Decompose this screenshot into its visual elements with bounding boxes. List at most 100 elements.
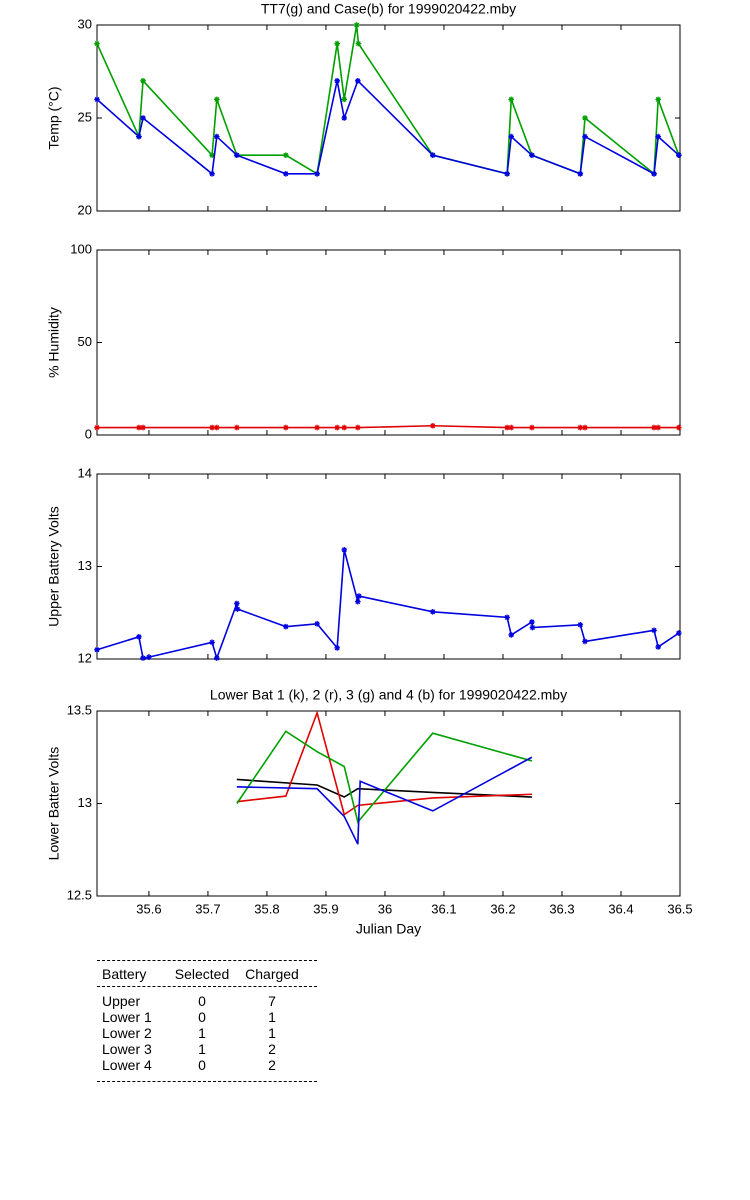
series-line: [236, 730, 533, 824]
cell: 2: [268, 1057, 276, 1073]
marker: [651, 171, 657, 177]
marker: [234, 424, 240, 431]
marker: [582, 115, 588, 121]
series-line: [96, 79, 680, 176]
y-axis-label: Upper Battery Volts: [46, 506, 62, 627]
marker: [334, 645, 340, 651]
y-tick-label: 13: [78, 558, 92, 573]
marker: [334, 424, 340, 431]
cell: Lower 1: [102, 1009, 152, 1025]
marker: [508, 96, 515, 103]
marker: [334, 78, 340, 84]
marker: [209, 171, 215, 177]
marker: [529, 152, 535, 158]
marker: [140, 78, 146, 84]
y-tick-label: 0: [85, 426, 92, 441]
series-line: [96, 549, 680, 661]
marker: [355, 424, 361, 431]
marker: [508, 133, 515, 140]
header-cell: Charged: [245, 966, 299, 982]
marker: [582, 638, 588, 645]
y-tick-label: 14: [78, 465, 92, 480]
marker: [651, 424, 657, 431]
marker: [314, 424, 320, 431]
table-row: Lower 2 1 1: [97, 1025, 317, 1041]
marker: [140, 115, 146, 121]
marker: [136, 634, 142, 640]
marker: [651, 627, 657, 634]
marker: [577, 424, 584, 431]
marker: [676, 424, 682, 431]
table-header: Battery Selected Charged: [97, 966, 317, 982]
marker: [209, 424, 215, 431]
marker: [234, 606, 241, 612]
table-row: Lower 4 0 2: [97, 1057, 317, 1073]
y-axis-label: Lower Batter Volts: [46, 747, 62, 861]
marker: [676, 630, 682, 636]
series-line: [97, 424, 679, 429]
marker: [577, 171, 584, 177]
marker: [314, 171, 320, 177]
marker: [529, 619, 535, 625]
marker: [504, 614, 510, 621]
marker: [655, 644, 661, 650]
table-row: Lower 3 1 2: [97, 1041, 317, 1057]
marker: [140, 424, 146, 431]
chart-title: Lower Bat 1 (k), 2 (r), 3 (g) and 4 (b) …: [210, 687, 567, 703]
marker: [213, 655, 220, 661]
x-tick-label: 35.6: [136, 901, 161, 916]
header-cell: Selected: [174, 966, 230, 982]
y-tick-label: 13.5: [67, 702, 92, 717]
cell: Lower 4: [102, 1057, 152, 1073]
rule: [97, 986, 317, 987]
cell: 2: [268, 1041, 276, 1057]
cell: 0: [198, 1057, 206, 1073]
marker: [429, 152, 436, 158]
marker: [582, 424, 588, 431]
marker: [655, 96, 661, 103]
y-tick-label: 12.5: [67, 887, 92, 902]
marker: [94, 424, 100, 431]
plot-frame: [96, 710, 681, 897]
x-tick-label: 36.5: [667, 901, 692, 916]
marker: [529, 624, 536, 631]
y-axis-label: Temp (°C): [46, 86, 62, 149]
plot-frame: [96, 473, 681, 660]
marker: [508, 424, 515, 431]
y-tick-label: 25: [78, 109, 92, 124]
marker: [676, 152, 682, 158]
marker: [234, 600, 240, 607]
x-tick-label: 36.4: [608, 901, 633, 916]
y-tick-label: 20: [78, 202, 92, 217]
marker: [356, 593, 362, 599]
marker: [341, 547, 348, 553]
x-tick-label: 35.9: [313, 901, 338, 916]
y-tick-label: 30: [78, 16, 92, 31]
x-tick-label: 36.3: [549, 901, 574, 916]
marker: [213, 96, 220, 103]
cell: 1: [198, 1041, 206, 1057]
marker: [341, 96, 348, 103]
charts: 20 25 30 TT7(g) and Case(b) for 1999020422.…: [46, 1, 693, 937]
marker: [504, 424, 510, 431]
marker: [209, 152, 215, 158]
marker: [140, 655, 146, 661]
marker: [655, 133, 661, 140]
rule: [97, 1081, 317, 1082]
table-body: Upper 0 7 Lower 1 0 1 Lower 2 1 1 Lower 3 1 2 Lower …: [97, 993, 317, 1073]
y-tick-label: 13: [78, 795, 92, 810]
marker: [94, 96, 100, 103]
marker: [283, 424, 289, 431]
cell: Lower 3: [102, 1041, 152, 1057]
marker: [582, 133, 588, 140]
marker: [341, 115, 348, 121]
marker: [655, 424, 661, 431]
cell: 1: [268, 1025, 276, 1041]
y-tick-label: 12: [78, 650, 92, 665]
series-line: [236, 756, 533, 845]
table-row: Upper 0 7: [97, 993, 317, 1009]
marker: [146, 654, 152, 660]
marker: [529, 424, 535, 431]
